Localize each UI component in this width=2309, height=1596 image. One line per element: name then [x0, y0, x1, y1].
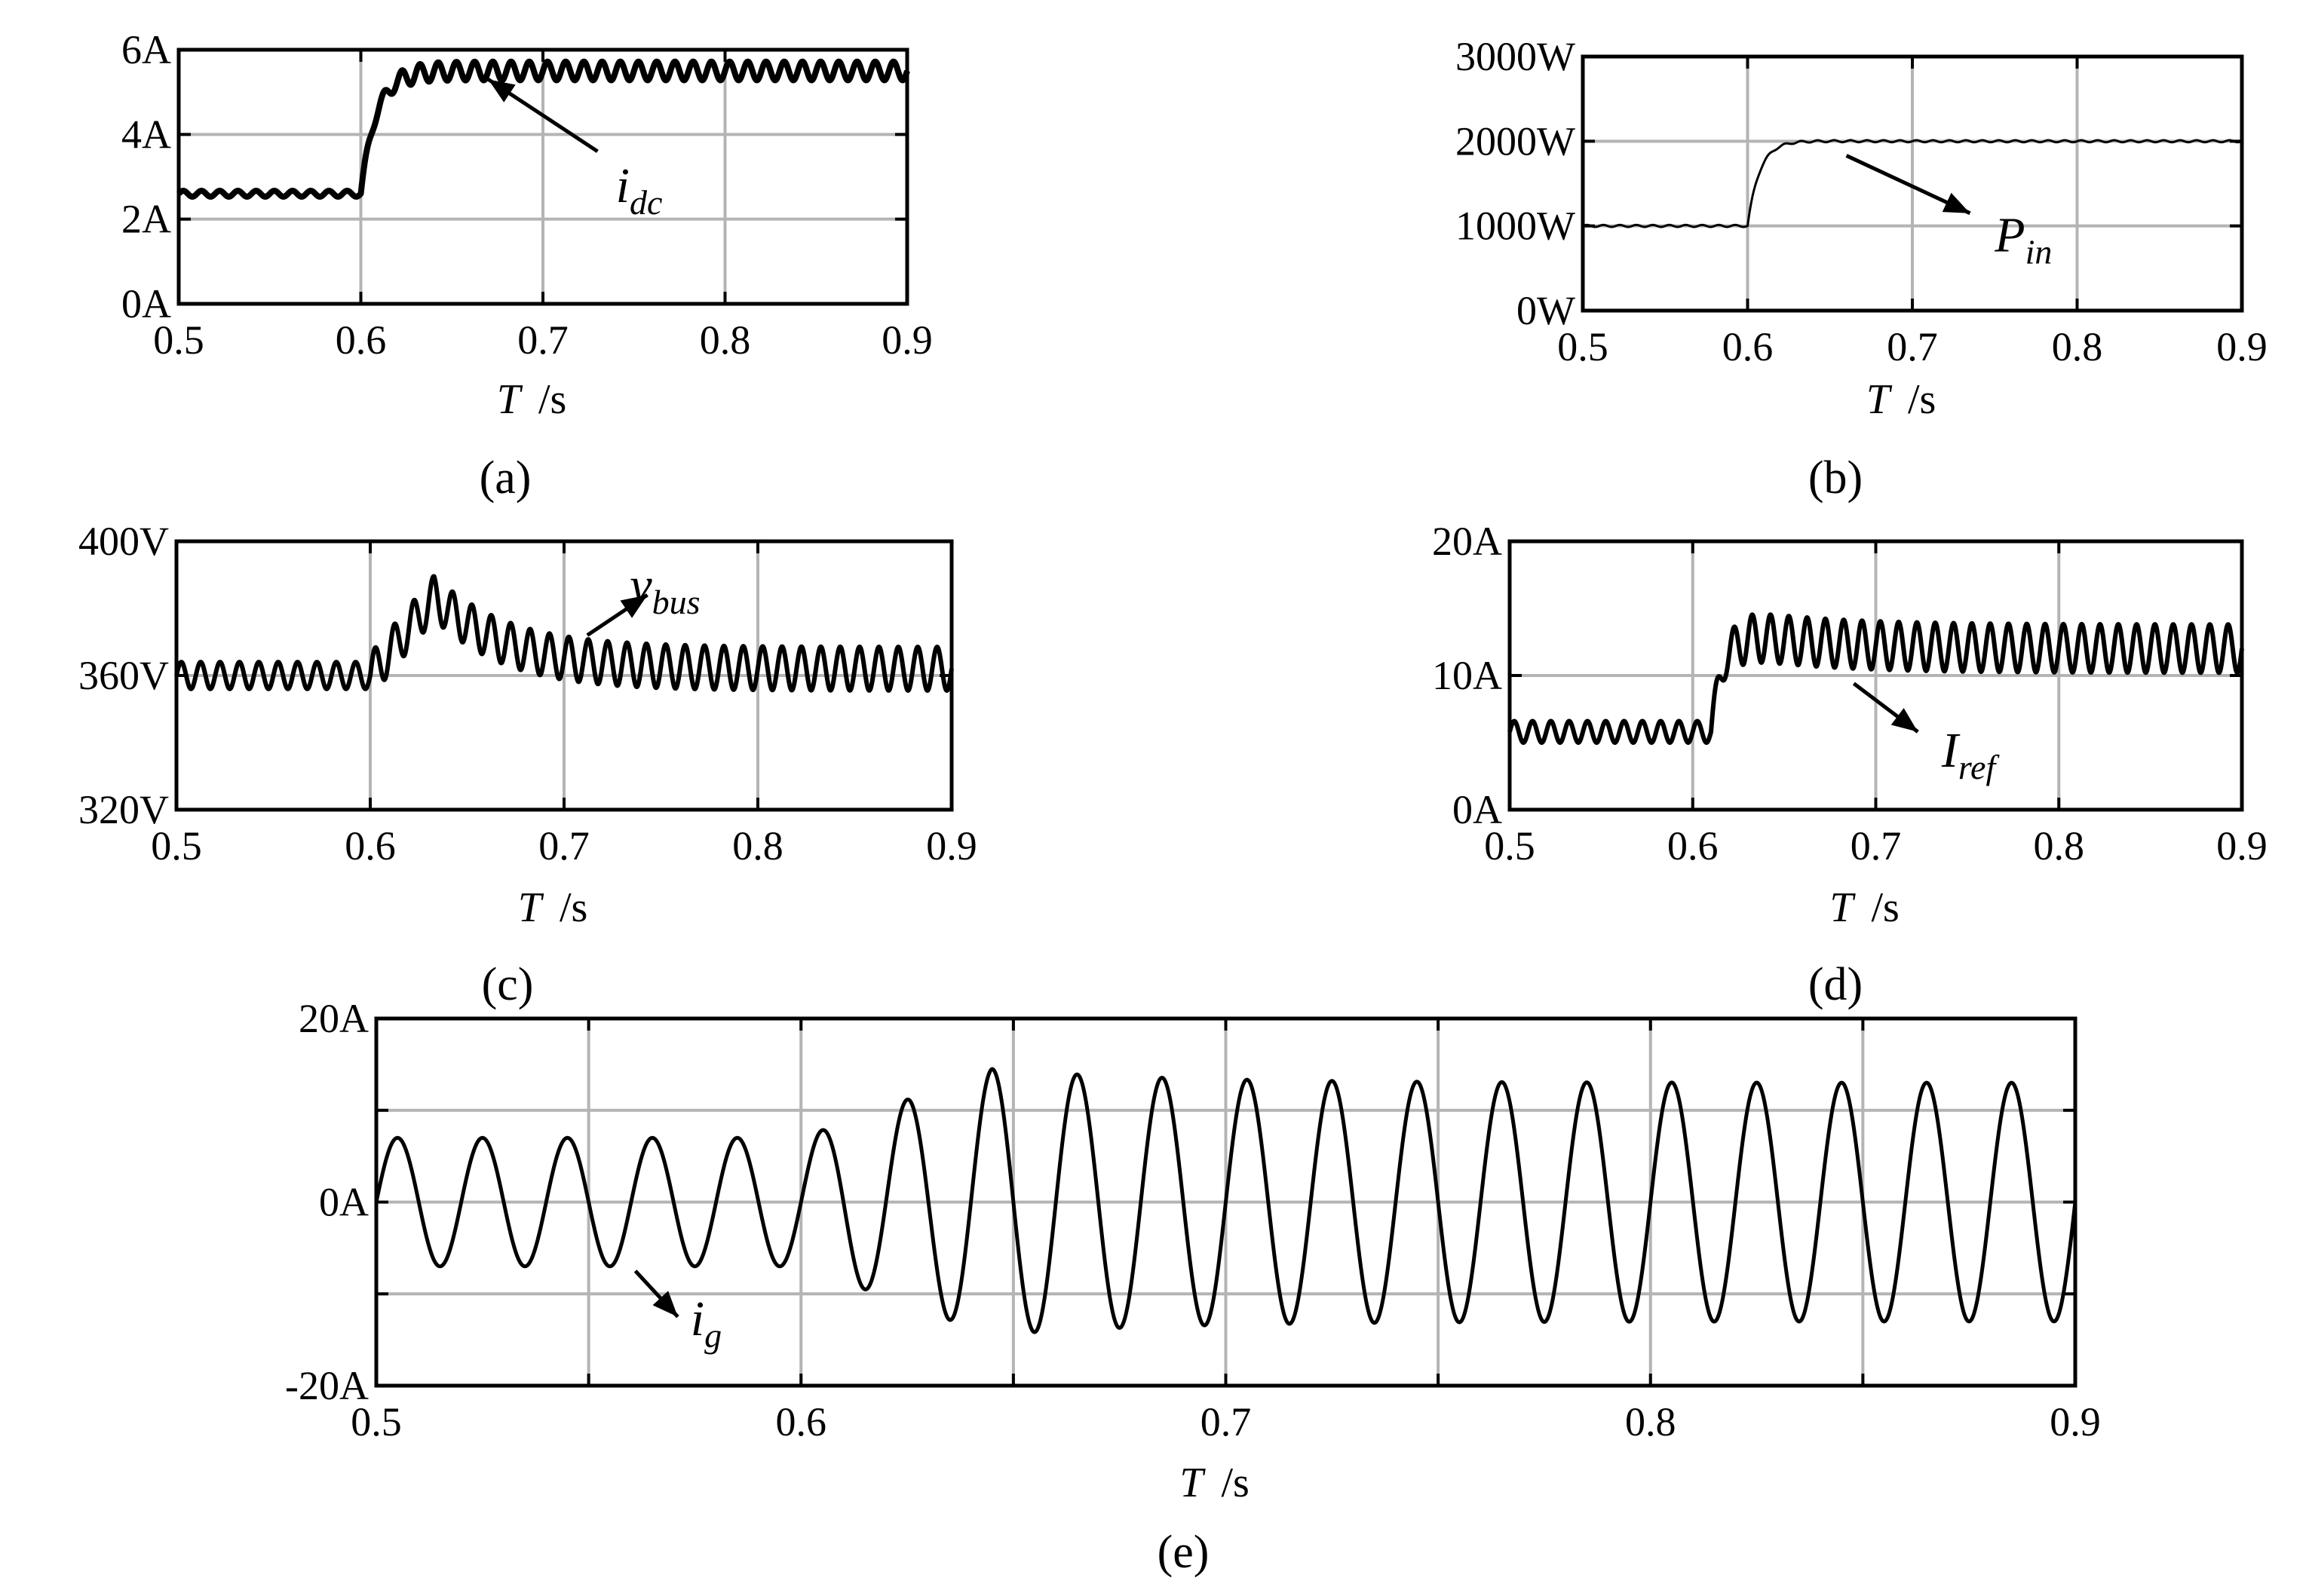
plot-frame [1581, 54, 2244, 313]
annotation-arrowhead [1890, 708, 1918, 732]
x-tick-label: 0.9 [2216, 324, 2268, 369]
annotation-arrowhead [620, 595, 648, 618]
x-tick-label: 0.6 [1722, 324, 1774, 369]
series-line-c [174, 574, 954, 693]
y-tick-label: 20A [299, 996, 369, 1041]
series-label-main: i [616, 158, 630, 213]
x-tick-label: 0.9 [2216, 823, 2268, 868]
annotation-arrowhead [652, 1291, 678, 1317]
x-axis-label: T [1179, 1460, 1206, 1506]
y-tick-label: 3000W [1455, 34, 1575, 79]
x-axis-unit: /s [1908, 376, 1936, 423]
panel-caption: (a) [480, 452, 532, 504]
x-tick-label: 0.6 [336, 317, 387, 363]
series-label-subscript: bus [652, 583, 701, 621]
x-tick-label: 0.9 [882, 317, 933, 363]
series-label-main: P [1994, 207, 2025, 262]
plot-frame [176, 47, 909, 306]
x-axis-unit: /s [560, 884, 587, 931]
x-tick-label: 0.7 [1851, 823, 1902, 868]
series-line-e [374, 1067, 2077, 1334]
x-axis-unit: /s [538, 376, 566, 423]
series-label-main: I [1941, 723, 1961, 778]
chart-panel-d: 0.5 0.6 0.7 0.8 0.9 0A 10A 20A T/s(d) Iref [1432, 519, 2268, 1010]
y-tick-label: 320V [78, 787, 169, 832]
x-tick-label: 0.9 [2050, 1399, 2101, 1444]
x-axis-label: T [1866, 376, 1893, 423]
x-tick-label: 0.8 [2034, 823, 2085, 868]
x-tick-label: 0.9 [926, 823, 977, 868]
annotation-arrowhead [488, 79, 516, 103]
series-label-d: Iref [1941, 723, 2001, 786]
chart-panel-e: 0.5 0.6 0.7 0.8 0.9 -20A 0A 20A T/s (e) ig [285, 996, 2101, 1578]
x-tick-label: 0.5 [351, 1399, 402, 1444]
x-tick-label: 0.6 [345, 823, 396, 868]
x-axis-unit: /s [1222, 1460, 1250, 1506]
x-tick-label: 0.5 [153, 317, 204, 363]
y-tick-label: 2000W [1455, 118, 1575, 164]
x-tick-label: 0.7 [1887, 324, 1938, 369]
x-tick-label: 0.8 [2052, 324, 2103, 369]
series-label-c: vbus [630, 558, 700, 621]
panel-caption: (d) [1808, 959, 1863, 1010]
y-tick-label: 360V [78, 653, 169, 698]
x-tick-label: 0.5 [1484, 823, 1535, 868]
panel-caption: (b) [1808, 452, 1863, 504]
y-tick-label: 2A [121, 197, 171, 242]
series-line-d [1507, 612, 2244, 745]
x-tick-label: 0.6 [776, 1399, 827, 1444]
series-label-subscript: dc [630, 183, 662, 222]
y-tick-label: 0A [1452, 787, 1502, 832]
x-axis-unit: /s [1872, 884, 1900, 931]
x-tick-label: 0.8 [1625, 1399, 1676, 1444]
plot-frame [374, 1016, 2077, 1388]
x-tick-label: 0.8 [732, 823, 783, 868]
x-tick-label: 0.7 [538, 823, 590, 868]
plot-frame [1507, 539, 2244, 812]
y-tick-label: 400V [78, 519, 169, 564]
x-tick-label: 0.7 [517, 317, 569, 363]
panel-caption: (c) [482, 959, 534, 1010]
series-label-subscript: ref [1958, 748, 2001, 786]
x-tick-label: 0.8 [700, 317, 751, 363]
series-label-main: v [630, 558, 652, 613]
y-tick-label: 0A [319, 1180, 369, 1225]
series-line-a [176, 58, 910, 200]
panel-caption: (e) [1158, 1527, 1210, 1578]
y-tick-label: -20A [285, 1363, 369, 1408]
x-axis-label: T [518, 884, 544, 931]
y-tick-label: 4A [121, 112, 171, 157]
series-label-subscript: g [704, 1316, 722, 1355]
y-tick-label: 20A [1432, 519, 1502, 564]
y-tick-label: 1000W [1455, 204, 1575, 249]
series-line-b [1581, 139, 2243, 228]
x-tick-label: 0.7 [1200, 1399, 1252, 1444]
y-tick-label: 10A [1432, 653, 1502, 698]
series-label-main: i [691, 1291, 704, 1346]
series-label-a: idc [616, 158, 663, 222]
chart-panel-b: 0.5 0.6 0.7 0.8 0.9 0W 1000W 2000W 3000W T/s (b) Pi… [1455, 34, 2268, 504]
series-label-e: ig [691, 1291, 722, 1355]
x-axis-label: T [497, 376, 523, 423]
plot-frame [174, 539, 954, 812]
y-tick-label: 0W [1516, 288, 1575, 333]
chart-panel-c: 0.5 0.6 0.7 0.8 0.9 320V 360V 400V T/s (c) vbus [78, 519, 977, 1010]
x-tick-label: 0.5 [151, 823, 202, 868]
x-axis-label: T [1829, 884, 1856, 931]
y-tick-label: 0A [121, 281, 171, 326]
annotation-arrowhead [1942, 192, 1970, 213]
y-tick-label: 6A [121, 27, 171, 72]
x-tick-label: 0.6 [1667, 823, 1719, 868]
chart-panel-a: 0.5 0.6 0.7 0.8 0.9 0A 2A 4A 6A T/s(a) idc [121, 27, 933, 504]
series-label-subscript: in [2025, 232, 2053, 271]
series-label-b: Pin [1994, 207, 2052, 271]
x-tick-label: 0.5 [1557, 324, 1608, 369]
